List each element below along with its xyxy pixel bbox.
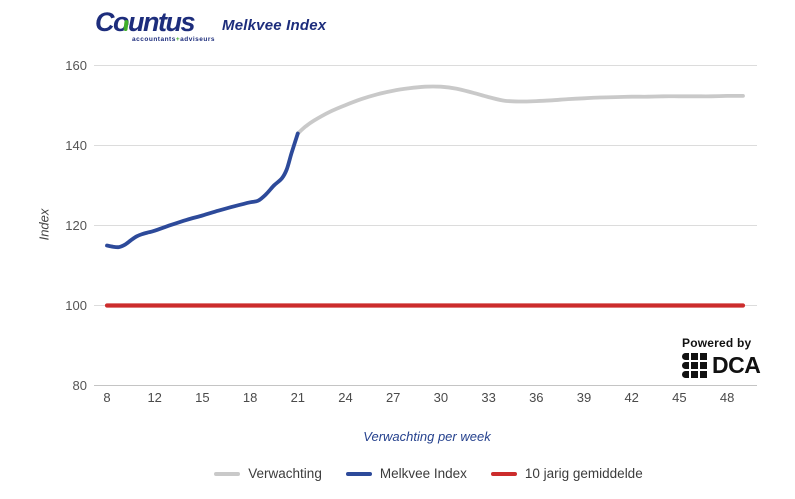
x-axis-tick-label: 8 <box>103 390 110 405</box>
series-line-melkvee-index <box>105 131 300 250</box>
legend-label: Verwachting <box>248 466 322 481</box>
x-axis-tick-label: 12 <box>147 390 161 405</box>
x-axis-tick-label: 18 <box>243 390 257 405</box>
y-axis-tick-label: 80 <box>73 378 87 393</box>
y-axis-title: Index <box>36 208 52 241</box>
y-axis-tick-label: 100 <box>65 298 87 313</box>
chart-legend: Verwachting Melkvee Index 10 jarig gemidde… <box>0 466 795 481</box>
series-line-verwachting <box>295 84 745 136</box>
powered-by-label: Powered by <box>682 336 752 350</box>
y-axis-tick-label: 140 <box>65 138 87 153</box>
x-axis-tick-label: 42 <box>624 390 638 405</box>
countus-logo-tagline: accountants+adviseurs <box>132 36 215 43</box>
countus-logo-text: Countus <box>95 7 195 37</box>
x-axis-tick-label: 21 <box>291 390 305 405</box>
x-axis-tick-label: 15 <box>195 390 209 405</box>
legend-item-10-jarig-gemiddelde: 10 jarig gemiddelde <box>490 466 643 481</box>
legend-item-melkvee-index: Melkvee Index <box>345 466 467 481</box>
x-axis-title: Verwachting per week <box>363 429 491 444</box>
x-axis-tick-label: 45 <box>672 390 686 405</box>
x-axis-tick-label: 36 <box>529 390 543 405</box>
y-axis-tick-label: 160 <box>65 58 87 73</box>
y-axis-tick-label: 120 <box>65 218 87 233</box>
legend-label: Melkvee Index <box>379 466 467 481</box>
x-axis-tick-label: 27 <box>386 390 400 405</box>
legend-label: 10 jarig gemiddelde <box>524 466 643 481</box>
x-axis-tick-label: 48 <box>720 390 734 405</box>
legend-item-verwachting: Verwachting <box>214 466 322 481</box>
legend-swatch <box>490 471 517 476</box>
page-title: Melkvee Index <box>222 17 327 34</box>
x-axis-tick-label: 33 <box>481 390 495 405</box>
countus-logo: Countus accountants+adviseurs <box>95 7 215 43</box>
legend-swatch <box>214 471 241 476</box>
x-axis-tick-label: 30 <box>434 390 448 405</box>
dca-brand-text: DCA <box>712 352 761 378</box>
dca-grid-icon <box>682 353 707 378</box>
x-axis-tick-label: 39 <box>577 390 591 405</box>
tagline-separator: + <box>175 36 181 43</box>
powered-by-dca: Powered by DCA <box>682 336 761 378</box>
x-axis-tick-label: 24 <box>338 390 352 405</box>
legend-swatch <box>345 471 372 476</box>
